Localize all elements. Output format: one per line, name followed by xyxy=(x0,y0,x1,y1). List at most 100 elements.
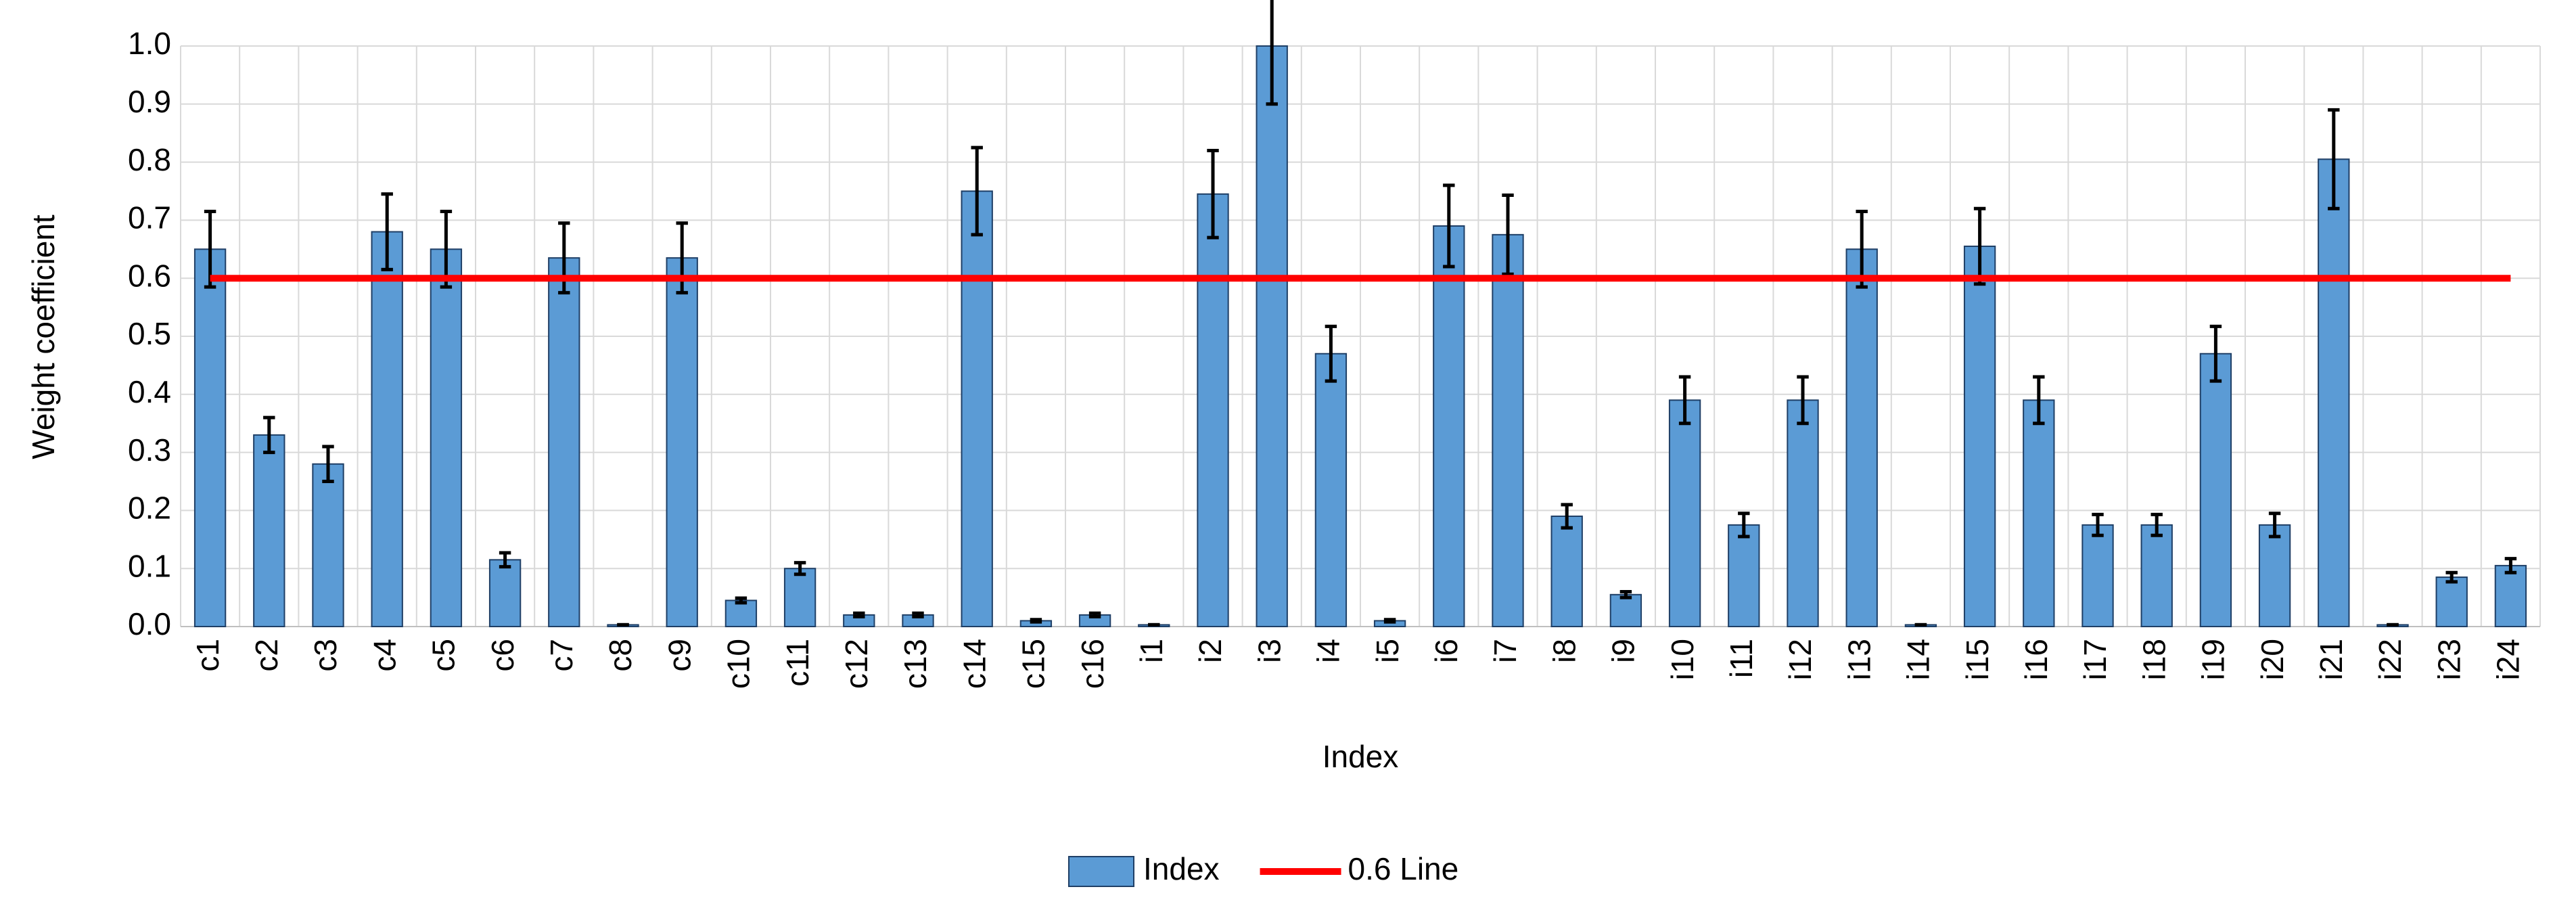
error-bar xyxy=(853,611,865,618)
x-tick-label: i3 xyxy=(1251,639,1287,663)
bar xyxy=(1256,45,1288,627)
x-tick-label: i20 xyxy=(2255,639,2290,680)
bar xyxy=(1550,515,1583,627)
x-tick-label: c7 xyxy=(544,639,579,672)
bar xyxy=(1787,399,1819,627)
bar xyxy=(1963,246,1996,627)
x-tick-label: c9 xyxy=(662,639,697,672)
x-tick-label: i14 xyxy=(1901,639,1936,680)
bar xyxy=(312,463,344,628)
x-tick-label: i15 xyxy=(1960,639,1995,680)
bar xyxy=(2435,576,2468,628)
x-tick-label: c3 xyxy=(308,639,343,672)
bar xyxy=(666,257,698,628)
error-bar xyxy=(1207,148,1219,240)
error-bar xyxy=(1856,210,1868,289)
bar xyxy=(1433,225,1465,628)
error-bar xyxy=(1973,206,1986,286)
error-bar xyxy=(2092,512,2104,537)
bar xyxy=(1314,353,1348,627)
error-bar xyxy=(2209,324,2222,383)
bar xyxy=(253,434,285,627)
y-tick-label: 0.9 xyxy=(128,84,171,119)
bar xyxy=(488,559,522,628)
error-bar xyxy=(263,415,275,455)
y-tick-label: 0.4 xyxy=(128,374,171,409)
y-tick-label: 0.3 xyxy=(128,432,171,468)
x-tick-label: c2 xyxy=(249,639,284,672)
y-tick-label: 0.8 xyxy=(128,142,171,177)
x-tick-label: c15 xyxy=(1016,639,1051,689)
x-tick-label: c10 xyxy=(721,639,756,689)
error-bar xyxy=(1383,618,1396,624)
bar xyxy=(548,257,580,628)
bar xyxy=(1492,233,1524,628)
bar xyxy=(1728,524,1760,627)
y-tick-label: 0.1 xyxy=(128,548,171,583)
legend-label: Index xyxy=(1143,851,1220,886)
x-tick-label: c4 xyxy=(367,639,402,672)
error-bar xyxy=(1738,512,1750,539)
x-tick-label: i17 xyxy=(2077,639,2113,680)
bar xyxy=(1845,248,1878,627)
y-axis-title: Weight coefficient xyxy=(26,214,61,459)
error-bar xyxy=(2033,375,2045,426)
error-bar xyxy=(1088,611,1101,618)
y-tick-label: 0.7 xyxy=(128,200,171,235)
error-bar xyxy=(322,445,334,483)
y-tick-label: 0.6 xyxy=(128,258,171,293)
x-tick-label: i16 xyxy=(2019,639,2054,680)
error-bar xyxy=(499,551,511,569)
bar xyxy=(2199,353,2232,627)
error-bar xyxy=(204,210,216,289)
x-axis-title: Index xyxy=(1322,739,1399,774)
x-tick-label: c1 xyxy=(190,639,225,672)
x-tick-label: i24 xyxy=(2491,639,2526,680)
error-bar xyxy=(2268,512,2281,539)
x-tick-label: c11 xyxy=(780,639,815,687)
x-tick-label: i21 xyxy=(2314,639,2349,680)
error-bar xyxy=(735,596,748,605)
x-tick-label: i1 xyxy=(1134,639,1169,663)
error-bar xyxy=(1502,194,1514,276)
x-tick-label: c5 xyxy=(426,639,461,672)
x-tick-label: i22 xyxy=(2372,639,2408,680)
error-bar xyxy=(1030,618,1042,624)
x-tick-label: i19 xyxy=(2196,639,2231,680)
error-bar xyxy=(971,145,983,237)
x-tick-label: i4 xyxy=(1311,639,1346,663)
bar xyxy=(2082,524,2114,627)
error-bar xyxy=(1443,183,1455,269)
x-tick-label: c13 xyxy=(898,639,933,689)
bar xyxy=(371,231,403,627)
x-tick-label: c12 xyxy=(839,639,874,689)
bar xyxy=(193,248,227,627)
bar xyxy=(430,248,463,627)
bar xyxy=(961,190,993,627)
x-tick-label: c14 xyxy=(957,639,992,689)
x-tick-label: i8 xyxy=(1546,639,1582,663)
x-tick-label: i9 xyxy=(1606,639,1641,663)
x-tick-label: i2 xyxy=(1193,639,1228,663)
x-tick-label: c6 xyxy=(485,639,520,672)
y-tick-label: 0.2 xyxy=(128,491,171,526)
error-bar xyxy=(1678,375,1691,426)
x-tick-label: i7 xyxy=(1488,639,1523,663)
error-bar xyxy=(381,192,393,271)
error-bar xyxy=(794,561,806,576)
x-tick-label: i13 xyxy=(1841,639,1877,680)
error-bar xyxy=(1797,375,1809,426)
error-bar xyxy=(2504,557,2517,574)
legend-swatch xyxy=(1068,856,1134,887)
error-bar xyxy=(1561,503,1573,530)
bar xyxy=(1668,399,1701,627)
y-tick-label: 0.5 xyxy=(128,316,171,351)
bar xyxy=(2494,564,2527,627)
error-bar xyxy=(440,210,453,289)
x-tick-label: i23 xyxy=(2431,639,2466,680)
bar xyxy=(2023,399,2055,627)
x-tick-label: i5 xyxy=(1370,639,1405,663)
error-bar xyxy=(2328,108,2340,210)
